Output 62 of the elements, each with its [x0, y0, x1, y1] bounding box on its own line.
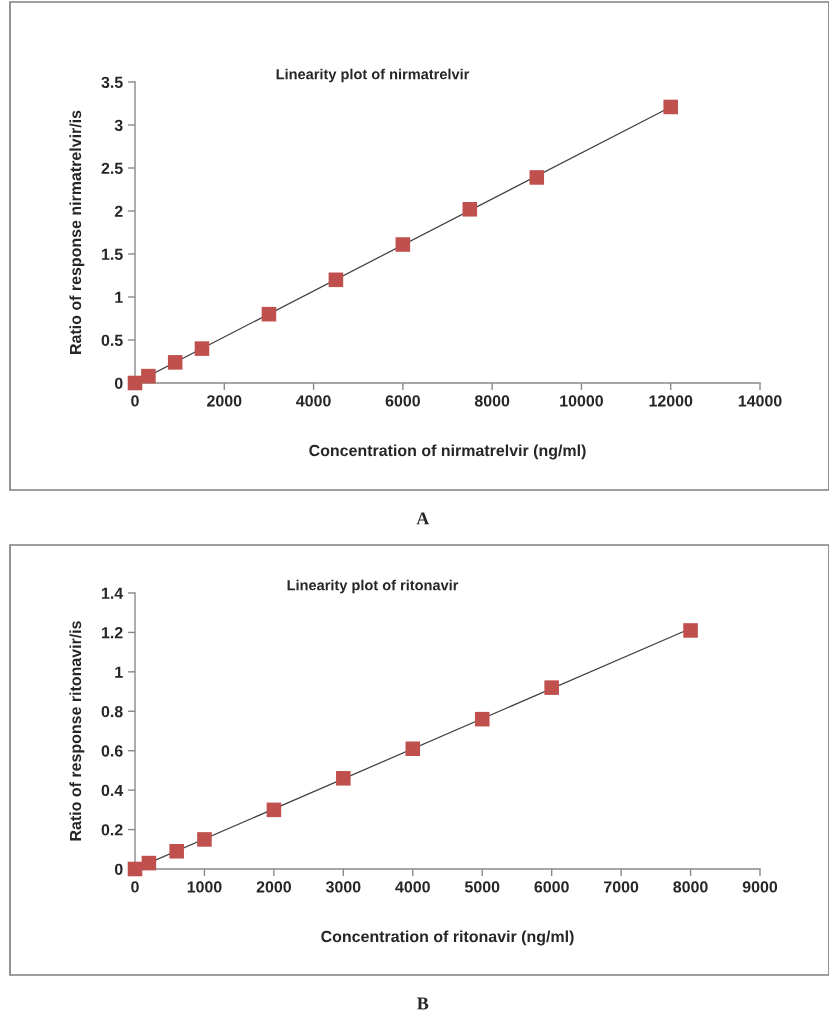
x-tick-label: 12000 [649, 395, 693, 407]
y-tick-label: 0.2 [101, 824, 123, 836]
x-tick-label: 0 [131, 881, 139, 893]
y-tick-label: 1 [115, 291, 123, 303]
y-tick-label: 3 [114, 119, 123, 131]
x-tick-label: 9000 [742, 881, 778, 893]
point [127, 375, 143, 391]
x-tick-label: 2000 [207, 395, 242, 407]
x-tick-label: 1000 [187, 881, 222, 893]
x-tick-label: 10000 [560, 395, 603, 407]
x-tick-label: 8000 [673, 881, 708, 893]
y-tick-label: 1 [115, 666, 123, 678]
point [141, 368, 156, 384]
y-tick-label: 0 [114, 377, 123, 389]
y-tick-label: 0.4 [101, 784, 124, 797]
x-tick-label: 2000 [256, 881, 291, 893]
text: B [417, 997, 429, 1010]
point [266, 802, 282, 818]
point [197, 832, 212, 847]
x-tick-label: 6000 [385, 395, 420, 407]
x-tick-label: 14000 [738, 395, 782, 407]
y-tick-label: 1.5 [102, 248, 123, 260]
point [328, 272, 344, 288]
x-tick-label: 4000 [395, 881, 430, 893]
y-tick-label: 0.6 [101, 745, 123, 757]
y-tick-label: 1.2 [102, 627, 123, 639]
point [336, 771, 351, 786]
point [169, 843, 184, 859]
y-tick-label: 2.5 [101, 162, 123, 174]
chart-title: Linearity plot of ritonavir [287, 579, 459, 594]
y-tick-label: 2 [114, 205, 123, 217]
y-tick-label: 1.4 [102, 587, 124, 599]
x-tick-label: 0 [131, 395, 139, 407]
y-tick-label: 3.5 [101, 76, 123, 88]
point [141, 855, 157, 871]
x-axis-title: Concentration of nirmatrelvir (ng/ml) [309, 444, 586, 460]
point [194, 341, 210, 356]
y-tick-label: 0 [114, 863, 123, 875]
x-tick-label: 5000 [464, 881, 500, 893]
chart-title: Linearity plot of nirmatrelvir [276, 68, 470, 83]
point [474, 711, 490, 727]
y-axis-title: Ratio of response nirmatrelvir/is [69, 110, 85, 354]
x-tick-label: 3000 [325, 881, 361, 893]
point [261, 306, 277, 322]
point [544, 680, 559, 695]
point [663, 99, 678, 115]
x-tick-label: 6000 [534, 881, 569, 893]
point [683, 623, 698, 638]
x-axis-title: Concentration of ritonavir (ng/ml) [321, 930, 574, 946]
point [167, 355, 183, 370]
y-tick-label: 0.8 [101, 705, 123, 718]
point [405, 741, 421, 757]
text: A [416, 512, 430, 525]
point [462, 202, 478, 217]
point [127, 861, 143, 877]
x-tick-label: 7000 [604, 881, 639, 893]
y-axis-title: Ratio of response ritonavir/is [69, 621, 85, 841]
x-tick-label: 8000 [474, 395, 510, 407]
point [395, 237, 411, 252]
x-tick-label: 4000 [296, 395, 331, 407]
point [529, 170, 545, 185]
y-tick-label: 0.5 [101, 334, 123, 346]
